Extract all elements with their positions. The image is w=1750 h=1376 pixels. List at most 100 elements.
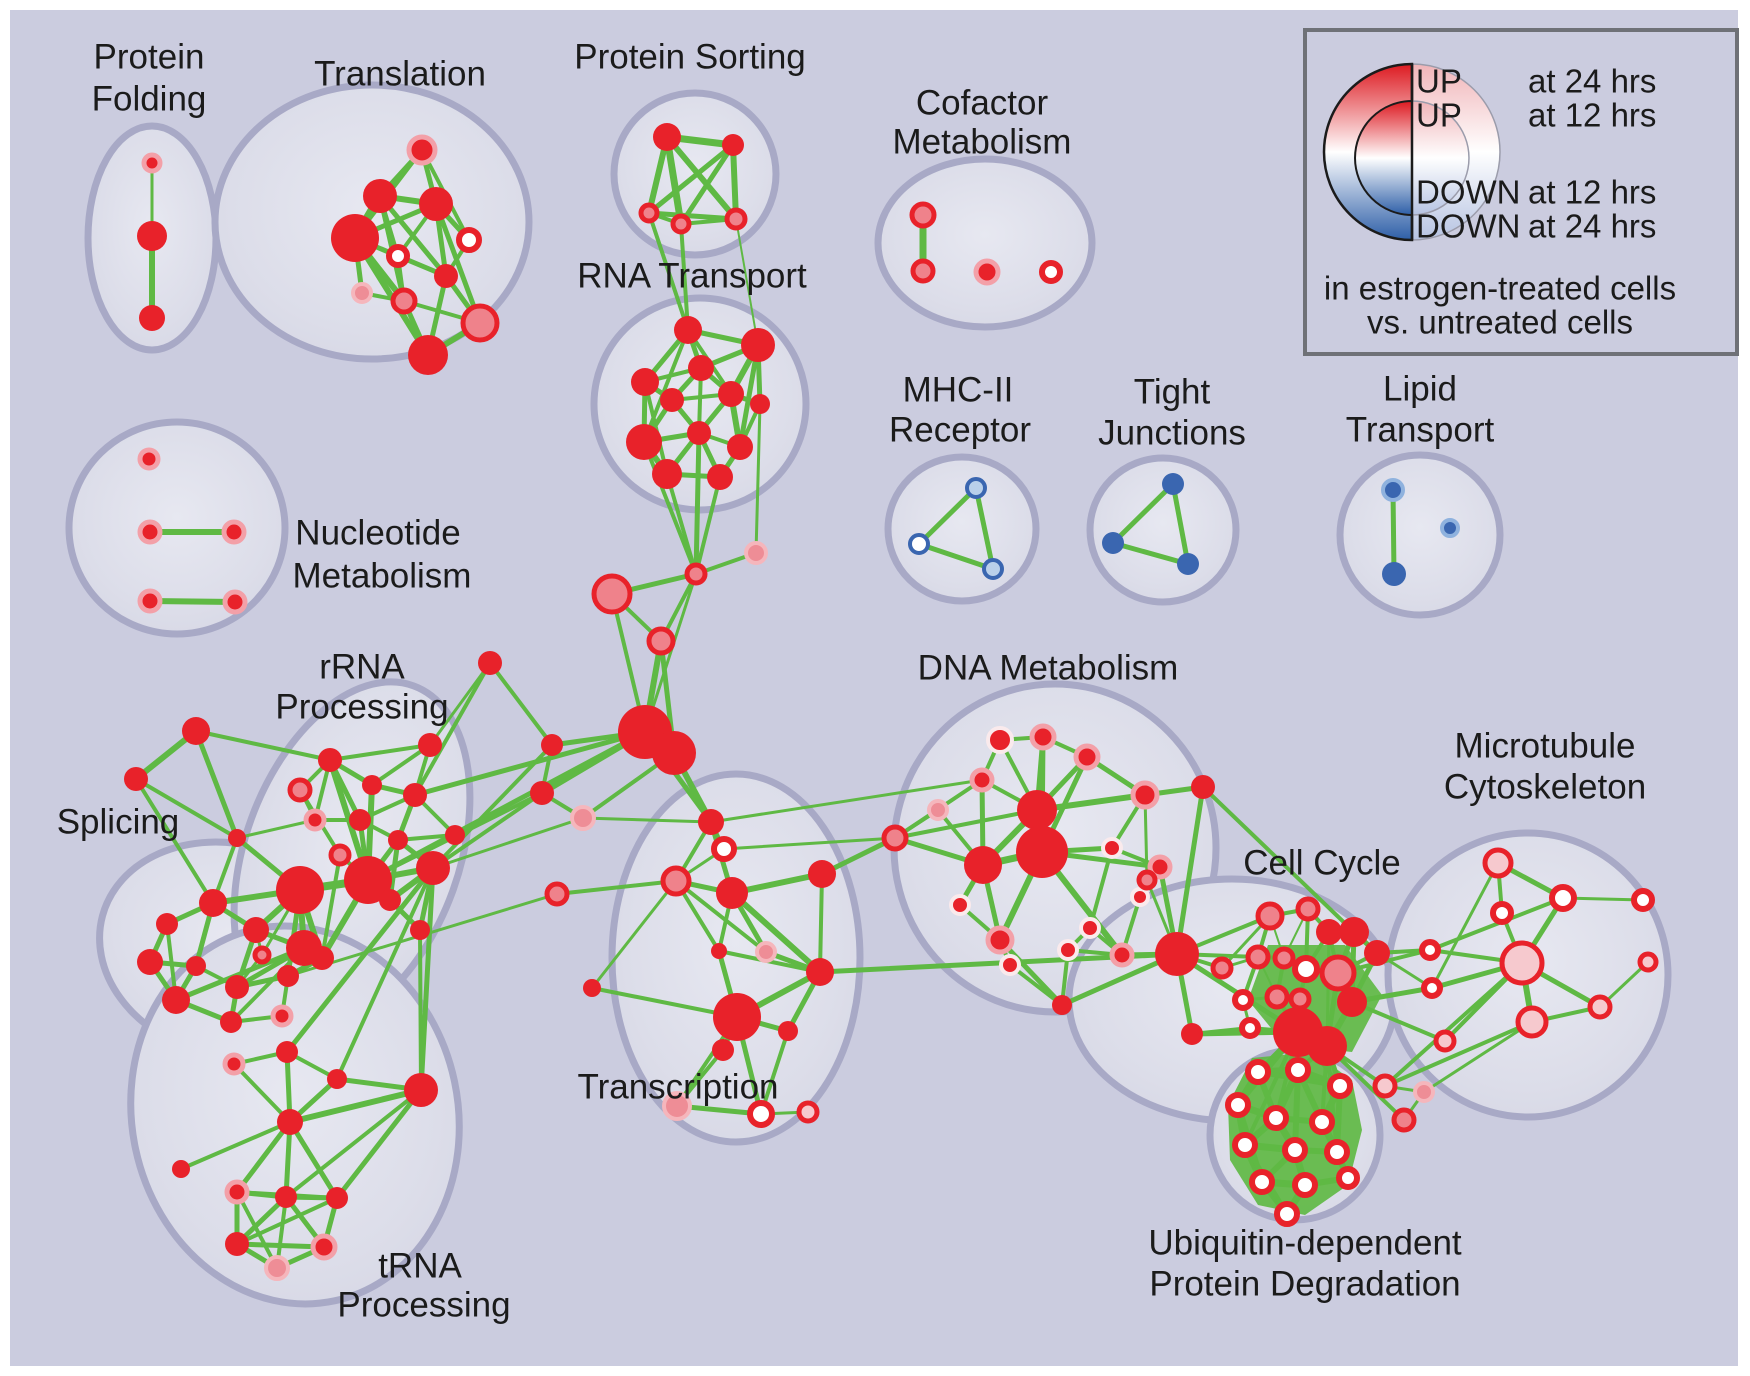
label-protein-folding-2: Folding xyxy=(92,80,207,119)
network-edge xyxy=(754,402,762,555)
network-node xyxy=(688,355,714,381)
network-node xyxy=(1285,1057,1311,1083)
network-edge xyxy=(431,816,585,870)
label-mhc-1: MHC-II xyxy=(903,371,1014,410)
network-edge xyxy=(893,808,1039,840)
network-edge xyxy=(642,440,698,576)
network-node xyxy=(1288,987,1312,1011)
network-node xyxy=(1136,869,1158,891)
network-edge xyxy=(916,485,979,547)
network-node xyxy=(1039,260,1063,284)
network-node xyxy=(670,213,692,235)
network-node xyxy=(1177,553,1199,575)
label-splicing: Splicing xyxy=(57,803,180,842)
network-node xyxy=(1232,1132,1258,1158)
network-node xyxy=(712,1039,734,1061)
network-node xyxy=(351,282,373,304)
network-edge xyxy=(287,1119,340,1201)
legend-row-up24-dir: UP xyxy=(1416,63,1462,100)
network-node xyxy=(1337,987,1367,1017)
network-edge xyxy=(235,818,317,840)
cluster-bubble-mhc-ii-receptor xyxy=(884,453,1040,605)
network-edge xyxy=(1201,785,1356,934)
network-edge xyxy=(1088,846,1114,930)
network-node xyxy=(327,1069,347,1089)
network-node xyxy=(1637,951,1659,973)
network-node xyxy=(478,651,502,675)
network-node xyxy=(583,979,601,997)
network-node xyxy=(1057,939,1079,961)
network-node xyxy=(1413,1081,1435,1103)
network-node xyxy=(419,187,453,221)
network-node xyxy=(949,894,971,916)
network-node xyxy=(707,464,733,490)
network-edge xyxy=(428,661,492,747)
network-edge xyxy=(1170,481,1191,567)
network-node xyxy=(276,866,324,914)
network-node xyxy=(910,258,936,284)
network-node xyxy=(225,975,249,999)
network-node xyxy=(1016,826,1068,878)
network-edge xyxy=(413,661,492,797)
label-rrna-2: Processing xyxy=(275,688,448,727)
network-edge xyxy=(234,1119,293,1195)
network-node xyxy=(638,202,660,224)
network-node xyxy=(344,856,392,904)
label-tight-junctions-2: Junctions xyxy=(1098,414,1246,453)
label-tight-junctions-1: Tight xyxy=(1134,373,1211,412)
network-edge xyxy=(737,342,761,450)
network-edge xyxy=(1428,896,1565,952)
network-node xyxy=(1102,532,1124,554)
cluster-labels: Protein Folding Translation Protein Sort… xyxy=(57,38,1646,1325)
network-node xyxy=(156,913,178,935)
network-edge xyxy=(431,743,554,870)
network-node xyxy=(724,207,748,231)
cluster-bubble-nucleotide-metabolism xyxy=(65,418,289,638)
network-edge xyxy=(1110,540,1191,567)
network-node xyxy=(328,843,352,867)
label-cofactor-1: Cofactor xyxy=(916,84,1049,123)
network-node xyxy=(747,1100,775,1128)
legend-row-up24-time: at 24 hrs xyxy=(1528,63,1656,100)
network-node xyxy=(1309,1109,1335,1135)
cluster-bubble-tight-junctions xyxy=(1086,454,1240,606)
network-edge xyxy=(973,485,996,572)
network-node xyxy=(1181,1023,1203,1045)
network-node xyxy=(796,1100,820,1124)
network-edge xyxy=(665,472,698,576)
network-node xyxy=(909,201,937,229)
network-node xyxy=(1364,940,1390,966)
network-edge xyxy=(1350,1000,1447,1043)
network-node xyxy=(1499,940,1545,986)
network-node xyxy=(1327,1073,1353,1099)
network-node xyxy=(750,394,770,414)
network-edge xyxy=(235,1190,279,1270)
network-node xyxy=(1549,884,1577,912)
label-nucleotide-1: Nucleotide xyxy=(295,514,460,553)
label-protein-sorting: Protein Sorting xyxy=(574,38,806,77)
network-node xyxy=(908,533,930,555)
network-edge xyxy=(916,541,996,572)
network-edge xyxy=(679,222,690,332)
network-node xyxy=(310,1233,338,1261)
network-node xyxy=(137,949,163,975)
network-node xyxy=(986,726,1014,754)
network-node xyxy=(1381,478,1405,502)
network-node xyxy=(349,809,371,831)
network-edge xyxy=(328,743,432,762)
network-node xyxy=(410,920,430,940)
network-node xyxy=(722,134,744,156)
network-node xyxy=(631,368,659,396)
network-edge xyxy=(555,879,678,896)
network-node xyxy=(406,134,438,166)
network-node xyxy=(999,954,1021,976)
network-node xyxy=(172,1160,190,1178)
network-node xyxy=(806,958,834,986)
network-node xyxy=(684,562,708,586)
label-translation: Translation xyxy=(314,55,486,94)
network-node xyxy=(1162,473,1184,495)
legend-row-down24-dir: DOWN xyxy=(1416,208,1520,245)
network-edge xyxy=(647,211,690,332)
network-edge xyxy=(1292,1067,1301,1153)
network-node xyxy=(137,447,161,471)
